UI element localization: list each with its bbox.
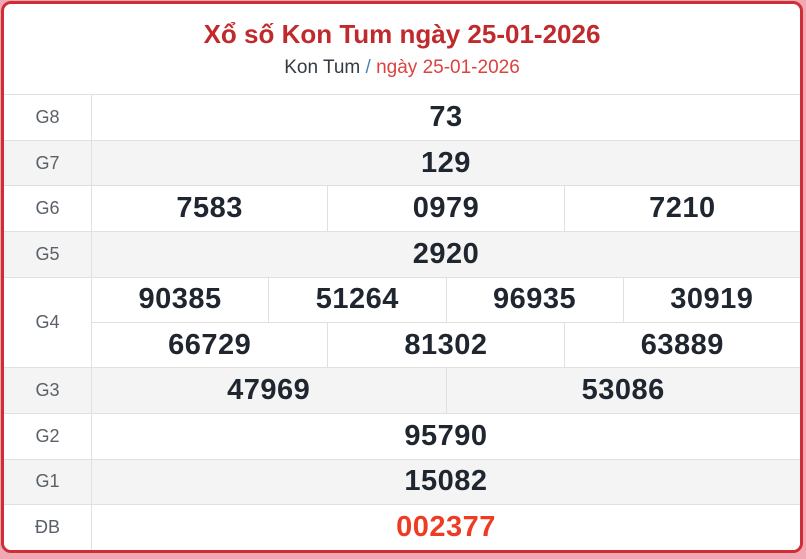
prize-label-g4: G4 xyxy=(4,277,92,368)
breadcrumb: Kon Tum / ngày 25-01-2026 xyxy=(4,54,800,82)
prize-number: 96935 xyxy=(445,277,623,323)
prize-label-g1: G1 xyxy=(4,459,92,505)
prize-label-g5: G5 xyxy=(4,232,92,277)
prize-number: 73 xyxy=(429,100,463,133)
prize-number: 66729 xyxy=(168,328,252,361)
prize-number: 53086 xyxy=(445,368,801,413)
prize-row-g6: G6 7583 0979 7210 xyxy=(4,185,800,232)
prize-number: 15082 xyxy=(404,465,488,498)
prize-row-g2: G2 95790 xyxy=(4,412,800,459)
results-header: Xổ số Kon Tum ngày 25-01-2026 Kon Tum / … xyxy=(4,4,800,95)
prize-label-g7: G7 xyxy=(4,140,92,186)
prize-number: 63889 xyxy=(563,323,800,368)
prize-row-g4: G4 90385 51264 96935 30919 66729 81302 6… xyxy=(4,276,800,368)
breadcrumb-station-link[interactable]: Kon Tum xyxy=(284,57,361,78)
special-prize-number: 002377 xyxy=(396,511,496,544)
prize-number: 81302 xyxy=(327,323,563,368)
prize-row-g3: G3 47969 53086 xyxy=(4,367,800,413)
prize-number: 51264 xyxy=(268,277,445,323)
prize-number: 30919 xyxy=(622,277,800,323)
page-title: Xổ số Kon Tum ngày 25-01-2026 xyxy=(203,19,601,49)
prize-label-g8: G8 xyxy=(4,95,92,140)
prize-row-g8: G8 73 xyxy=(4,95,800,140)
prize-number: 129 xyxy=(421,146,471,179)
prize-number: 47969 xyxy=(227,374,311,407)
prize-number: 0979 xyxy=(327,186,563,232)
prize-row-db: ĐB 002377 xyxy=(4,504,800,550)
prize-number: 2920 xyxy=(412,237,480,270)
prize-number: 95790 xyxy=(404,419,488,452)
prize-row-g1: G1 15082 xyxy=(4,458,800,505)
prize-row-g7: G7 129 xyxy=(4,139,800,186)
prize-row-g5: G5 2920 xyxy=(4,231,800,277)
prize-label-g6: G6 xyxy=(4,186,92,232)
prize-number: 90385 xyxy=(138,283,222,316)
prize-number: 7583 xyxy=(176,192,243,225)
breadcrumb-slash: / xyxy=(365,57,371,78)
prize-label-db: ĐB xyxy=(4,505,92,550)
prize-label-g3: G3 xyxy=(4,368,92,413)
results-table: G8 73 G7 129 G6 7583 0979 7210 G5 2920 xyxy=(4,95,800,550)
prize-label-g2: G2 xyxy=(4,413,92,459)
prize-number: 7210 xyxy=(563,186,800,232)
breadcrumb-date-link[interactable]: ngày 25-01-2026 xyxy=(376,57,520,78)
